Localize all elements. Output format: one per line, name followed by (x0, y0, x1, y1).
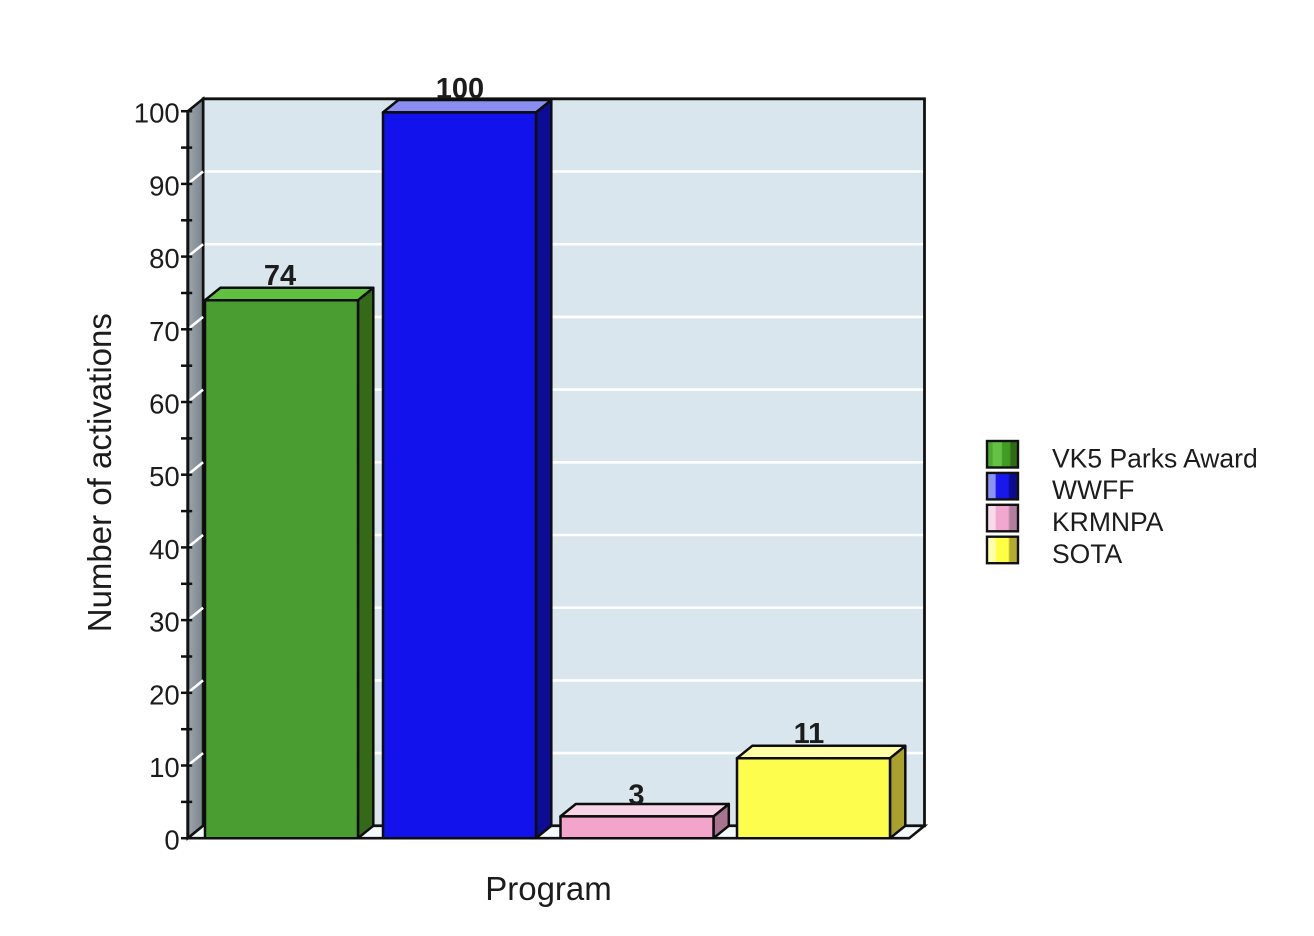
svg-text:100: 100 (134, 98, 180, 129)
svg-text:50: 50 (149, 461, 180, 492)
svg-text:80: 80 (149, 243, 180, 274)
svg-text:100: 100 (436, 73, 484, 105)
svg-text:WWFF: WWFF (1052, 475, 1134, 505)
svg-text:30: 30 (149, 607, 180, 638)
svg-text:3: 3 (628, 780, 644, 812)
svg-text:KRMNPA: KRMNPA (1052, 507, 1164, 537)
svg-text:20: 20 (149, 679, 180, 710)
svg-text:74: 74 (264, 260, 296, 292)
svg-text:0: 0 (164, 825, 179, 856)
svg-text:Number of activations: Number of activations (81, 313, 118, 632)
svg-text:VK5 Parks Award: VK5 Parks Award (1052, 443, 1258, 473)
svg-text:60: 60 (149, 389, 180, 420)
svg-text:70: 70 (149, 316, 180, 347)
svg-text:90: 90 (149, 170, 180, 201)
svg-text:Program: Program (485, 870, 612, 907)
svg-text:11: 11 (794, 718, 825, 750)
svg-text:40: 40 (149, 534, 180, 565)
svg-text:10: 10 (149, 752, 180, 783)
svg-text:SOTA: SOTA (1052, 539, 1123, 569)
